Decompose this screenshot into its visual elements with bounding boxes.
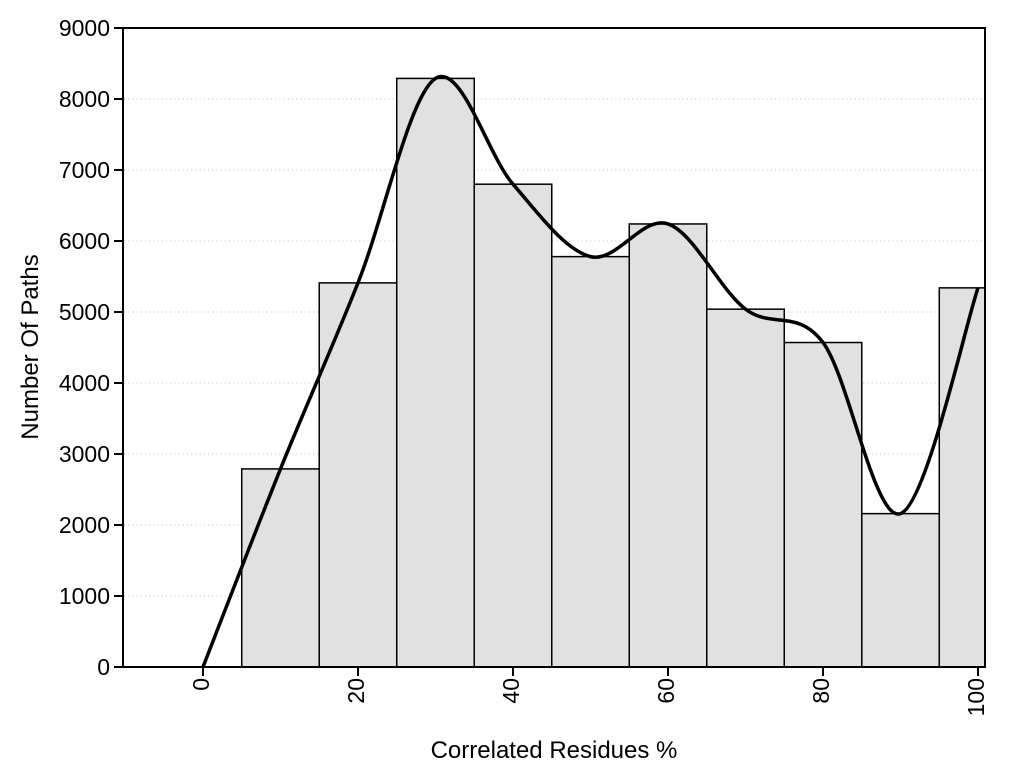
x-axis-label: Correlated Residues % bbox=[431, 737, 678, 764]
x-tick-label: 80 bbox=[808, 678, 834, 704]
axis-tick-labels: 0 1000 2000 3000 4000 5000 6000 7000 8000 9000 0 20… bbox=[59, 15, 989, 716]
plot-area: 0 1000 2000 3000 4000 5000 6000 7000 8000 9000 0 20… bbox=[17, 15, 989, 764]
y-tick-label: 7000 bbox=[59, 157, 110, 183]
y-axis-label: Number Of Paths bbox=[17, 254, 44, 439]
y-tick-label: 5000 bbox=[59, 299, 110, 325]
histogram-bar bbox=[240, 468, 320, 668]
y-tick-label: 3000 bbox=[59, 441, 110, 467]
histogram-bar bbox=[318, 282, 398, 668]
y-tick-label: 4000 bbox=[59, 370, 110, 396]
x-tick-label: 40 bbox=[498, 678, 524, 704]
histogram-bar bbox=[551, 255, 631, 668]
y-tick-label: 2000 bbox=[59, 512, 110, 538]
x-tick-label: 100 bbox=[963, 678, 989, 716]
histogram-bar bbox=[628, 223, 708, 668]
histogram-bars bbox=[240, 77, 986, 668]
histogram-bar bbox=[706, 308, 786, 668]
axis-ticks bbox=[114, 27, 980, 676]
y-tick-label: 6000 bbox=[59, 228, 110, 254]
histogram-bar bbox=[861, 512, 941, 668]
histogram-bar bbox=[783, 341, 863, 668]
histogram-bar bbox=[473, 183, 553, 668]
density-curve bbox=[201, 74, 980, 668]
x-tick-label: 0 bbox=[188, 678, 214, 691]
y-tick-label: 0 bbox=[97, 654, 110, 680]
histogram-bar bbox=[395, 77, 475, 668]
x-tick-label: 20 bbox=[343, 678, 369, 704]
y-tick-label: 8000 bbox=[59, 86, 110, 112]
x-tick-label: 60 bbox=[653, 678, 679, 704]
y-tick-label: 9000 bbox=[59, 15, 110, 41]
plot-frame bbox=[122, 27, 986, 668]
y-tick-label: 1000 bbox=[59, 583, 110, 609]
